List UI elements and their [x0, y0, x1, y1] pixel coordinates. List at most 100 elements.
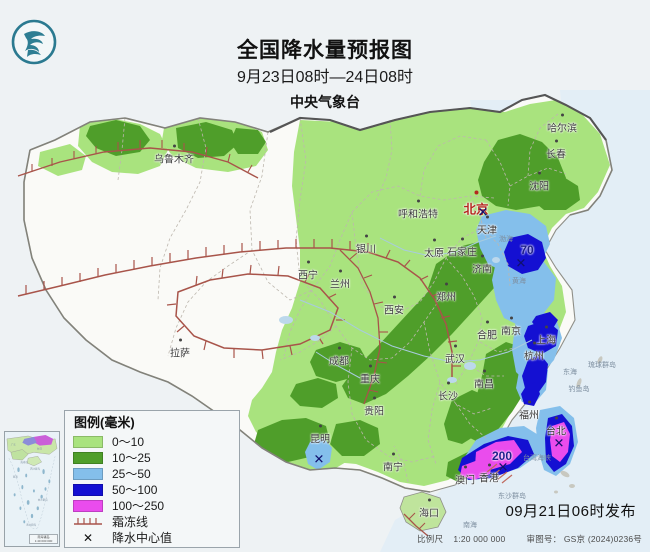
northern-border-thick: [269, 93, 607, 141]
sea-label-琉球群岛: 琉球群岛: [588, 362, 616, 369]
city-label-沈阳: 沈阳: [529, 171, 549, 193]
city-label-郑州: 郑州: [436, 282, 456, 304]
legend-title: 图例(毫米): [74, 415, 135, 430]
sea-label-黄海: 黄海: [512, 278, 526, 285]
city-marker-dot: [391, 452, 395, 456]
city-label-呼和浩特: 呼和浩特: [398, 199, 438, 221]
inset-scale-label: 南海诸岛: [37, 535, 50, 539]
city-marker-dot: [509, 316, 513, 320]
frost-line-icon: [73, 516, 103, 528]
city-label-长春: 长春: [546, 139, 566, 161]
precip-center-x-icon: ✕: [497, 459, 509, 475]
city-marker-dot: [453, 344, 457, 348]
city-label-银川: 银川: [356, 234, 376, 256]
city-label-合肥: 合肥: [477, 320, 497, 342]
legend-row: 100～250: [73, 498, 239, 514]
city-marker-dot: [392, 295, 396, 299]
city-name: 太原: [424, 248, 444, 260]
city-label-南宁: 南宁: [383, 452, 403, 474]
city-name: 北京: [463, 202, 489, 217]
city-label-武汉: 武汉: [445, 344, 465, 366]
city-label-澳门: 澳门: [455, 465, 475, 487]
city-name: 西安: [384, 305, 404, 317]
city-marker-dot: [444, 282, 448, 286]
city-marker-dot: [364, 234, 368, 238]
city-name: 郑州: [436, 292, 456, 304]
approval-label: 审图号：: [526, 534, 562, 544]
city-label-上海: 上海: [536, 325, 556, 347]
city-name: 银川: [356, 244, 376, 256]
city-marker-dot: [338, 269, 342, 273]
city-name: 贵阳: [364, 406, 384, 418]
city-marker-dot: [554, 139, 558, 143]
city-marker-dot: [460, 237, 464, 241]
city-name: 成都: [329, 356, 349, 368]
precip-center-x-icon: ✕: [553, 435, 565, 451]
svg-text:南沙群岛: 南沙群岛: [26, 523, 37, 527]
city-marker-dot: [337, 346, 341, 350]
legend-swatch: [73, 452, 103, 464]
city-name: 澳门: [455, 475, 475, 487]
precip-center-icon: ✕: [82, 531, 94, 545]
city-label-南京: 南京: [501, 316, 521, 338]
city-marker-dot: [485, 215, 489, 219]
legend-range-label: 100～250: [112, 499, 165, 513]
precip-center-value: 200: [491, 449, 513, 463]
city-name: 天津: [477, 225, 497, 237]
city-label-兰州: 兰州: [330, 269, 350, 291]
sea-label-渤海: 渤海: [499, 236, 513, 243]
frost-line: [17, 140, 513, 537]
legend-panel: 图例(毫米) 0～10 10～25 25～50 50～100 100～250 霜冻线 ✕…: [64, 410, 240, 548]
precip-band-100-250: [460, 422, 570, 480]
city-label-海口: 海口: [419, 498, 439, 520]
city-name: 沈阳: [529, 181, 549, 193]
city-marker-dot: [432, 238, 436, 242]
rivers: [299, 235, 533, 379]
city-name: 南京: [501, 326, 521, 338]
city-label-西安: 西安: [384, 295, 404, 317]
sea-label-东沙群岛: 东沙群岛: [498, 493, 526, 500]
map-credits: 比例尺 1:20 000 000 审图号： GS京 (2024)0236号: [417, 533, 642, 545]
city-marker-dot: [473, 190, 478, 195]
city-name: 南宁: [383, 462, 403, 474]
city-label-太原: 太原: [424, 238, 444, 260]
legend-swatch: [73, 468, 103, 480]
legend-center-value-row: ✕ 降水中心值: [73, 530, 239, 546]
precip-center-x-icon: ✕: [477, 204, 489, 220]
south-china-sea-inset: 广东 海南岛 台湾 西沙群岛 中沙群岛 南沙群岛 南海 南海诸岛 1:40 000 0…: [4, 431, 60, 547]
city-name: 乌鲁木齐: [154, 154, 194, 166]
city-marker-dot: [446, 381, 450, 385]
city-label-北京: 北京: [463, 190, 489, 218]
svg-text:中沙群岛: 中沙群岛: [38, 498, 49, 502]
legend-range-label: 10～25: [112, 451, 151, 465]
precip-center-value: 70: [520, 243, 534, 257]
city-marker-dot: [560, 113, 564, 117]
city-name: 拉萨: [170, 348, 190, 360]
city-marker-dot: [527, 400, 531, 404]
legend-color-rows: 0～10 10～25 25～50 50～100 100～250: [73, 434, 239, 514]
sea-label-南海: 南海: [463, 522, 477, 529]
city-name: 杭州: [524, 351, 544, 363]
city-marker-dot: [482, 369, 486, 373]
inset-scale-value: 1:40 000 000: [34, 539, 53, 543]
city-marker-dot: [372, 396, 376, 400]
city-marker-dot: [178, 338, 182, 342]
svg-text:西沙群岛: 西沙群岛: [30, 467, 41, 471]
legend-range-label: 50～100: [112, 483, 158, 497]
city-name: 福州: [519, 410, 539, 422]
legend-swatch: [73, 500, 103, 512]
city-name: 重庆: [360, 374, 380, 386]
city-marker-dot: [532, 341, 536, 345]
city-name: 南昌: [474, 379, 494, 391]
legend-swatch: [73, 484, 103, 496]
legend-range-label: 0～10: [112, 435, 145, 449]
city-name: 哈尔滨: [547, 123, 577, 135]
legend-frost-line-label: 霜冻线: [112, 515, 149, 529]
city-name: 合肥: [477, 330, 497, 342]
city-label-拉萨: 拉萨: [170, 338, 190, 360]
legend-swatch: [73, 436, 103, 448]
city-label-福州: 福州: [519, 400, 539, 422]
city-marker-dot: [554, 416, 558, 420]
cma-dragon-logo: [11, 19, 57, 65]
